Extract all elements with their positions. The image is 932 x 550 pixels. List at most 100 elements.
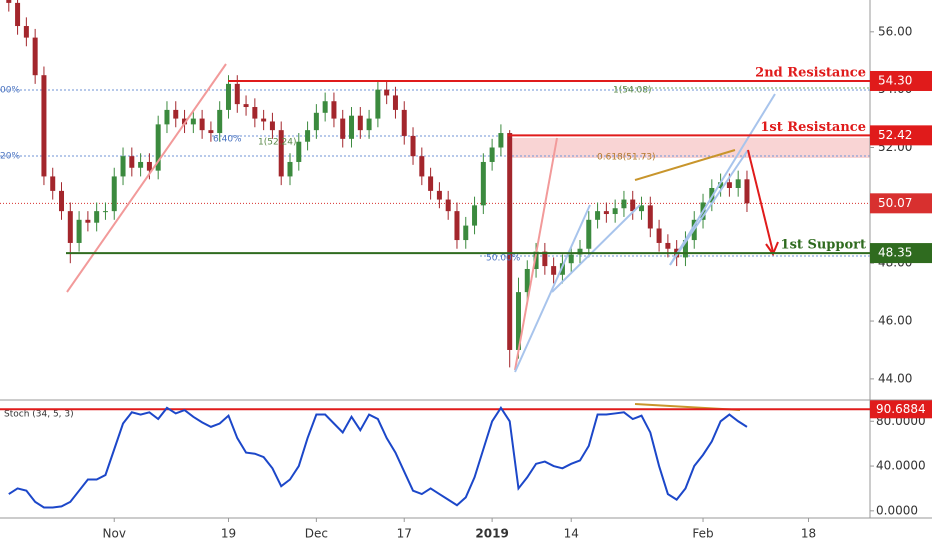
candle-body	[577, 248, 583, 255]
level-name: 1st Resistance	[760, 120, 866, 135]
candle-body	[173, 109, 179, 119]
candle-body	[225, 83, 231, 110]
level-value: 54.30	[878, 73, 912, 87]
x-tick-label: 19	[221, 527, 236, 541]
candle-body	[392, 95, 398, 110]
candle-body	[726, 182, 732, 188]
level-badge	[870, 400, 932, 419]
candle-body	[67, 211, 73, 243]
candle-body	[322, 101, 328, 113]
candle-body	[15, 2, 21, 27]
candle-body	[384, 89, 390, 96]
x-tick-label: 17	[397, 527, 412, 541]
candle-body	[559, 263, 565, 275]
candle-body	[85, 219, 91, 223]
x-tick-label: Nov	[103, 527, 126, 541]
candle-body	[419, 156, 425, 177]
arrow	[669, 149, 749, 266]
candle-body	[164, 109, 170, 125]
candle-body	[595, 211, 601, 220]
candle-body	[138, 161, 144, 168]
candle-body	[542, 251, 548, 267]
candle-body	[287, 161, 293, 177]
candle-body	[6, 0, 12, 3]
fib-label: 0.618(51.73)	[597, 153, 656, 163]
candle-body	[507, 133, 513, 350]
candle-body	[480, 161, 486, 206]
level-name: 2nd Resistance	[755, 65, 866, 80]
candle-body	[718, 182, 724, 188]
candle-body	[261, 118, 267, 122]
candle-body	[735, 179, 741, 188]
candle-body	[59, 190, 65, 212]
candle-body	[665, 242, 671, 249]
resistance-zone	[508, 138, 870, 158]
candle-body	[401, 109, 407, 136]
arrow	[669, 93, 776, 266]
candle-body	[357, 115, 363, 131]
candle-body	[410, 135, 416, 157]
candle-body	[568, 254, 574, 264]
candle-body	[190, 118, 196, 125]
x-tick-label: 2019	[475, 527, 508, 541]
candle-body	[111, 176, 117, 212]
candle-body	[340, 118, 346, 139]
fib-label: 00%	[0, 86, 20, 96]
y-tick-label: 0.0000	[876, 503, 918, 517]
indicator-title: Stoch (34, 5, 3)	[4, 410, 74, 420]
y-tick-label: 44.00	[878, 371, 912, 385]
annotations	[66, 63, 779, 411]
candle-body	[603, 211, 609, 215]
level-value: 90.6884	[876, 402, 926, 416]
stoch-line	[8, 406, 748, 509]
fib-label: 50.00%	[486, 254, 521, 264]
arrow	[551, 204, 641, 293]
fib-label: 1(54.08)	[613, 86, 652, 96]
candle-body	[621, 199, 627, 209]
candle-body	[551, 266, 557, 275]
candle-body	[76, 219, 82, 243]
level-badge	[870, 125, 932, 146]
candle-body	[656, 228, 662, 243]
candle-body	[41, 75, 47, 177]
candle-body	[586, 219, 592, 249]
candle-body	[472, 205, 478, 226]
candle-body	[744, 179, 750, 204]
fib-label: 1(52.24)	[258, 138, 297, 148]
candle-body	[120, 156, 126, 177]
plot	[0, 0, 870, 368]
level-badge	[870, 70, 932, 91]
y-tick-label: 56.00	[878, 24, 912, 38]
candle-body	[32, 37, 38, 76]
x-tick-label: 14	[564, 527, 579, 541]
candle-body	[243, 104, 249, 108]
candle-body	[208, 130, 214, 134]
candle-body	[533, 251, 539, 269]
candle-body	[234, 83, 240, 105]
candle-body	[682, 240, 688, 258]
candle-body	[349, 115, 355, 139]
y-tick-label: 46.00	[878, 314, 912, 328]
level-name: 1st Support	[781, 238, 866, 253]
candle-body	[94, 211, 100, 223]
candle-body	[102, 211, 108, 213]
candle-body	[454, 211, 460, 241]
candle-body	[278, 130, 284, 177]
candle-body	[630, 199, 636, 212]
candle-body	[296, 141, 302, 162]
candle-body	[252, 107, 258, 119]
candle-body	[129, 156, 135, 168]
level-value: 52.42	[878, 128, 912, 142]
candle-body	[199, 118, 205, 131]
last-price-label: 50.07	[878, 196, 912, 210]
candle-body	[612, 208, 618, 215]
candle-body	[23, 26, 29, 38]
candle-body	[375, 89, 381, 119]
candle-body	[647, 205, 653, 229]
candle-body	[155, 124, 161, 171]
arrow	[747, 149, 774, 253]
y-tick-label: 40.0000	[876, 459, 926, 473]
candle-body	[445, 199, 451, 212]
fib-label: 20%	[0, 152, 20, 162]
